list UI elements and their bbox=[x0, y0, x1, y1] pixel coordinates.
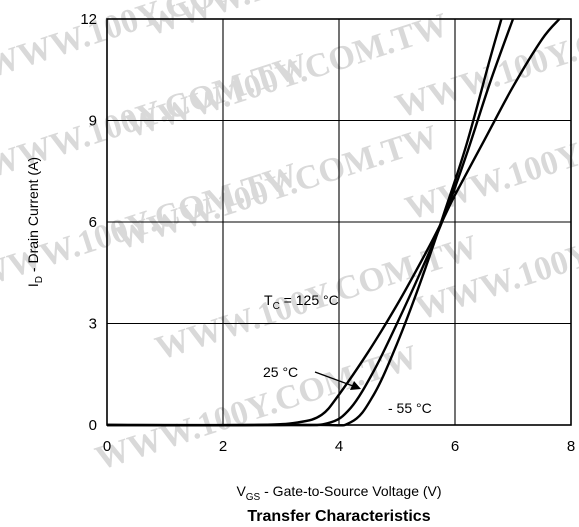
chart-title: Transfer Characteristics bbox=[247, 508, 430, 525]
x-tick-label-4: 8 bbox=[567, 438, 575, 455]
grid-lines bbox=[107, 19, 571, 425]
annotation-25c-leader bbox=[314, 371, 354, 387]
annotation-25c-arrowhead bbox=[350, 381, 361, 390]
annotation-minus-55c: - 55 °C bbox=[388, 400, 432, 416]
tick-labels: 0 2 4 6 8 0 3 6 9 12 bbox=[80, 11, 575, 455]
x-tick-label-2: 4 bbox=[335, 438, 343, 455]
annotation-tc-125-part-2: = 125 °C bbox=[280, 292, 339, 308]
annotation-25c: 25 °C bbox=[263, 364, 298, 380]
annotation-tc-125-part-0: T bbox=[264, 292, 273, 308]
x-axis-title-rest: - Gate-to-Source Voltage (V) bbox=[260, 483, 441, 499]
watermark-text-10: WWW.100Y.COM.TW bbox=[91, 338, 423, 477]
series-lines bbox=[106, 18, 561, 427]
y-tick-label-3: 9 bbox=[89, 113, 97, 130]
x-tick-label-3: 6 bbox=[451, 438, 459, 455]
series-tc-125-line bbox=[106, 18, 561, 427]
x-axis-title-main: V bbox=[236, 483, 246, 499]
watermark-layer: WWW.100Y.COM.TWWWW.100Y.COM.TWWWW.100Y.C… bbox=[0, 0, 579, 478]
x-tick-label-0: 0 bbox=[103, 438, 111, 455]
y-axis-title-main: I bbox=[25, 283, 41, 287]
annotation-tc-125: TC = 125 °C bbox=[264, 292, 339, 312]
x-axis-title-sub: GS bbox=[246, 492, 261, 503]
annotations: TC = 125 °C 25 °C - 55 °C bbox=[263, 292, 432, 416]
y-axis-title: ID - Drain Current (A) bbox=[25, 157, 45, 287]
y-tick-label-1: 3 bbox=[89, 316, 97, 333]
x-tick-label-1: 2 bbox=[219, 438, 227, 455]
x-axis-title: VGS - Gate-to-Source Voltage (V) bbox=[236, 483, 441, 503]
y-tick-label-4: 12 bbox=[80, 11, 97, 28]
y-tick-label-2: 6 bbox=[89, 214, 97, 231]
y-axis-title-sub: D bbox=[34, 276, 45, 283]
annotation-tc-125-part-1: C bbox=[273, 301, 280, 312]
y-axis-title-rest: - Drain Current (A) bbox=[25, 157, 41, 276]
y-tick-label-0: 0 bbox=[89, 417, 97, 434]
series-minus-55c-line bbox=[106, 18, 503, 427]
watermark-text-6: WWW.100Y.COM.TW bbox=[111, 118, 443, 257]
